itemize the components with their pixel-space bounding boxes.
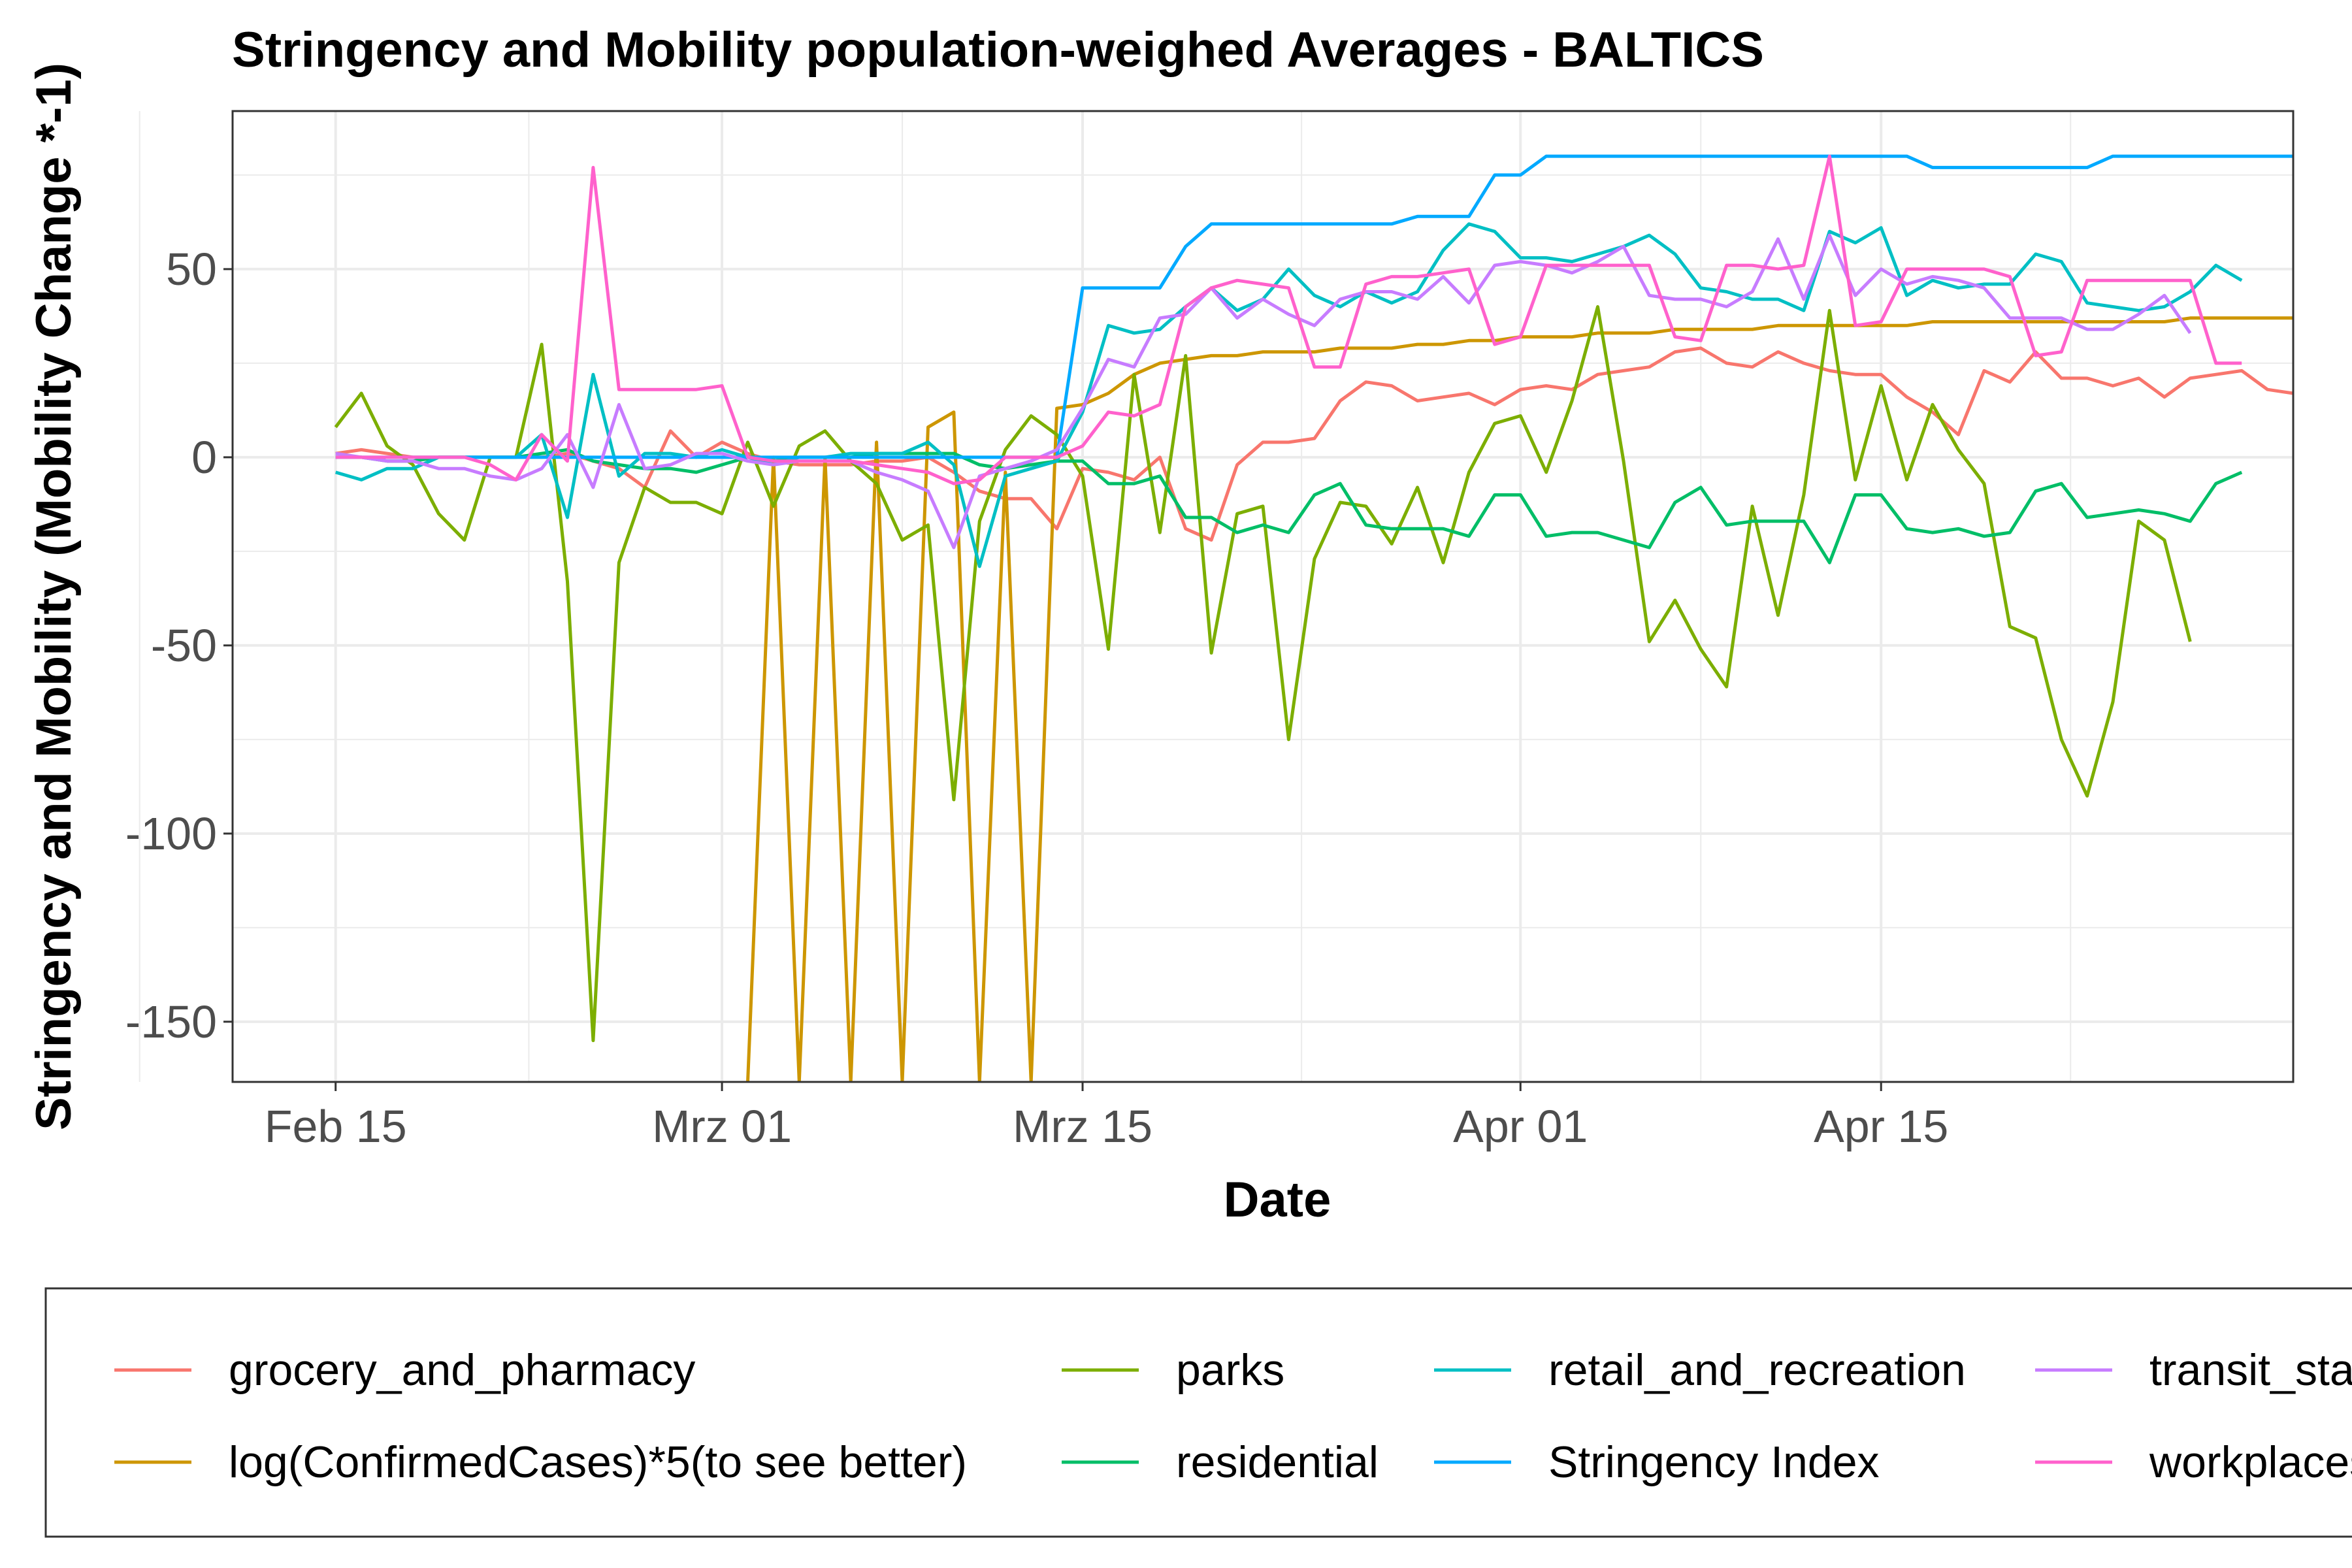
- x-tick-label: Apr 01: [1453, 1101, 1588, 1152]
- legend-label-retail-and-recreation: retail_and_recreation: [1548, 1345, 1966, 1395]
- plot-panel-border: [231, 110, 2295, 1083]
- y-tick-label: -100: [125, 808, 217, 859]
- series-line-stringency-index: [335, 154, 2293, 459]
- x-axis: Feb 15 Mrz 01 Mrz 15 Apr 01 Apr 15: [265, 1082, 1948, 1152]
- legend-label-stringency-index: Stringency Index: [1548, 1437, 1880, 1487]
- y-tick-label: -50: [151, 620, 217, 671]
- y-tick-label: -150: [125, 996, 217, 1047]
- legend-label-transit-stations: transit_stations: [2149, 1345, 2352, 1395]
- series-line-log-confirmedcases-5-to-see-better: [746, 316, 2293, 1082]
- series-line-retail-and-recreation: [335, 222, 2243, 568]
- legend-label-log-confirmedcases-5-to-see-better: log(ConfirmedCases)*5(to see better): [229, 1437, 967, 1487]
- series-layer: [334, 154, 2293, 1082]
- series-lines: [334, 154, 2293, 1082]
- series-line-grocery-and-pharmacy: [335, 346, 2293, 542]
- legend: grocery_and_pharmacy log(ConfirmedCases)*…: [114, 1345, 2352, 1487]
- legend-label-grocery-and-pharmacy: grocery_and_pharmacy: [229, 1345, 695, 1395]
- y-tick-label: 0: [191, 432, 217, 483]
- y-axis: 50 0 -50 -100 -150: [125, 244, 233, 1047]
- x-tick-label: Apr 15: [1814, 1101, 1948, 1152]
- x-axis-title: Date: [1224, 1172, 1331, 1228]
- legend-label-workplaces: workplaces: [2149, 1437, 2352, 1487]
- x-tick-label: Mrz 15: [1013, 1101, 1152, 1152]
- x-tick-label: Mrz 01: [652, 1101, 792, 1152]
- x-tick-label: Feb 15: [265, 1101, 407, 1152]
- legend-label-parks: parks: [1176, 1345, 1284, 1395]
- y-tick-label: 50: [166, 244, 217, 295]
- legend-label-residential: residential: [1176, 1437, 1379, 1487]
- series-line-workplaces: [335, 154, 2242, 485]
- chart-title: Stringency and Mobility population-weigh…: [232, 22, 1764, 78]
- series-line-transit-stations: [335, 233, 2192, 549]
- y-axis-title: Stringency and Mobility (Mobility Change…: [26, 63, 82, 1130]
- legend-box: [44, 1287, 2352, 1538]
- series-line-parks: [334, 305, 2192, 1043]
